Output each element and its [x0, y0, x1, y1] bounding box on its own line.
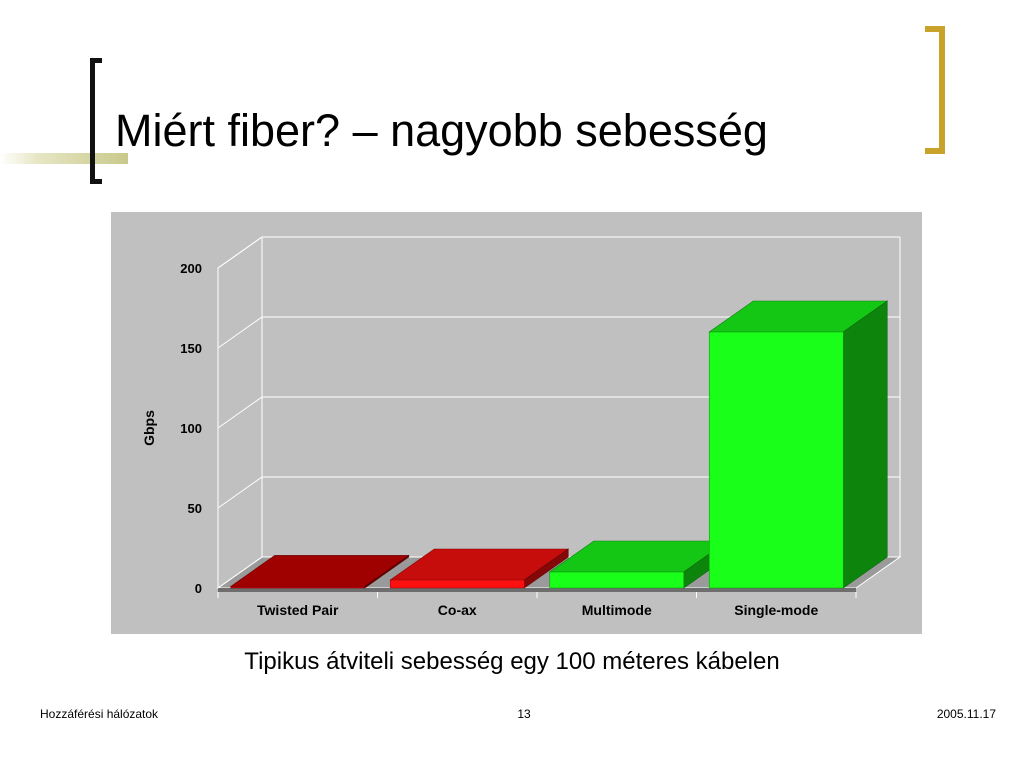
- bar-front-face: [708, 331, 844, 589]
- bar-front-face: [230, 586, 366, 589]
- y-tick-label: 100: [180, 421, 202, 436]
- y-tick-label: 0: [195, 581, 202, 596]
- left-bracket-decoration: [90, 58, 102, 184]
- bar-chart: 0 50 100 150 200 Twisted Pair Co-ax Multimode S…: [111, 212, 922, 634]
- y-axis-title: Gbps: [141, 410, 157, 446]
- bar-co-ax: [389, 548, 570, 589]
- x-tick-label: Multimode: [582, 602, 652, 618]
- footer-course-name: Hozzáférési hálózatok: [40, 707, 159, 721]
- bar-single-mode: [708, 300, 889, 589]
- bar-front-face: [389, 579, 525, 589]
- y-tick-label: 150: [180, 341, 202, 356]
- right-bracket-decoration: [925, 26, 945, 154]
- gridline: [217, 316, 900, 349]
- gridline: [217, 396, 900, 429]
- x-tick-label: Co-ax: [438, 602, 477, 618]
- bar-front-face: [549, 571, 685, 589]
- footer-date: 2005.11.17: [936, 707, 996, 721]
- bar-side-face: [842, 300, 888, 589]
- bar-twisted-pair: [229, 554, 410, 589]
- chart-caption: Tipikus átviteli sebesség egy 100 métere…: [244, 648, 780, 675]
- x-tick-label: Single-mode: [734, 602, 818, 618]
- gridline: [217, 236, 900, 269]
- y-tick-label: 200: [180, 261, 202, 276]
- gridline: [217, 476, 900, 509]
- chart-svg: 0 50 100 150 200 Twisted Pair Co-ax Multimode S…: [111, 212, 922, 634]
- x-tick-label: Twisted Pair: [257, 602, 339, 618]
- slide-title: Miért fiber? – nagyobb sebesség: [115, 105, 768, 156]
- chart-floor-edge: [218, 588, 856, 592]
- decorative-gradient-bar: [0, 153, 128, 164]
- y-tick-label: 50: [188, 501, 202, 516]
- footer-page-number: 13: [517, 707, 531, 721]
